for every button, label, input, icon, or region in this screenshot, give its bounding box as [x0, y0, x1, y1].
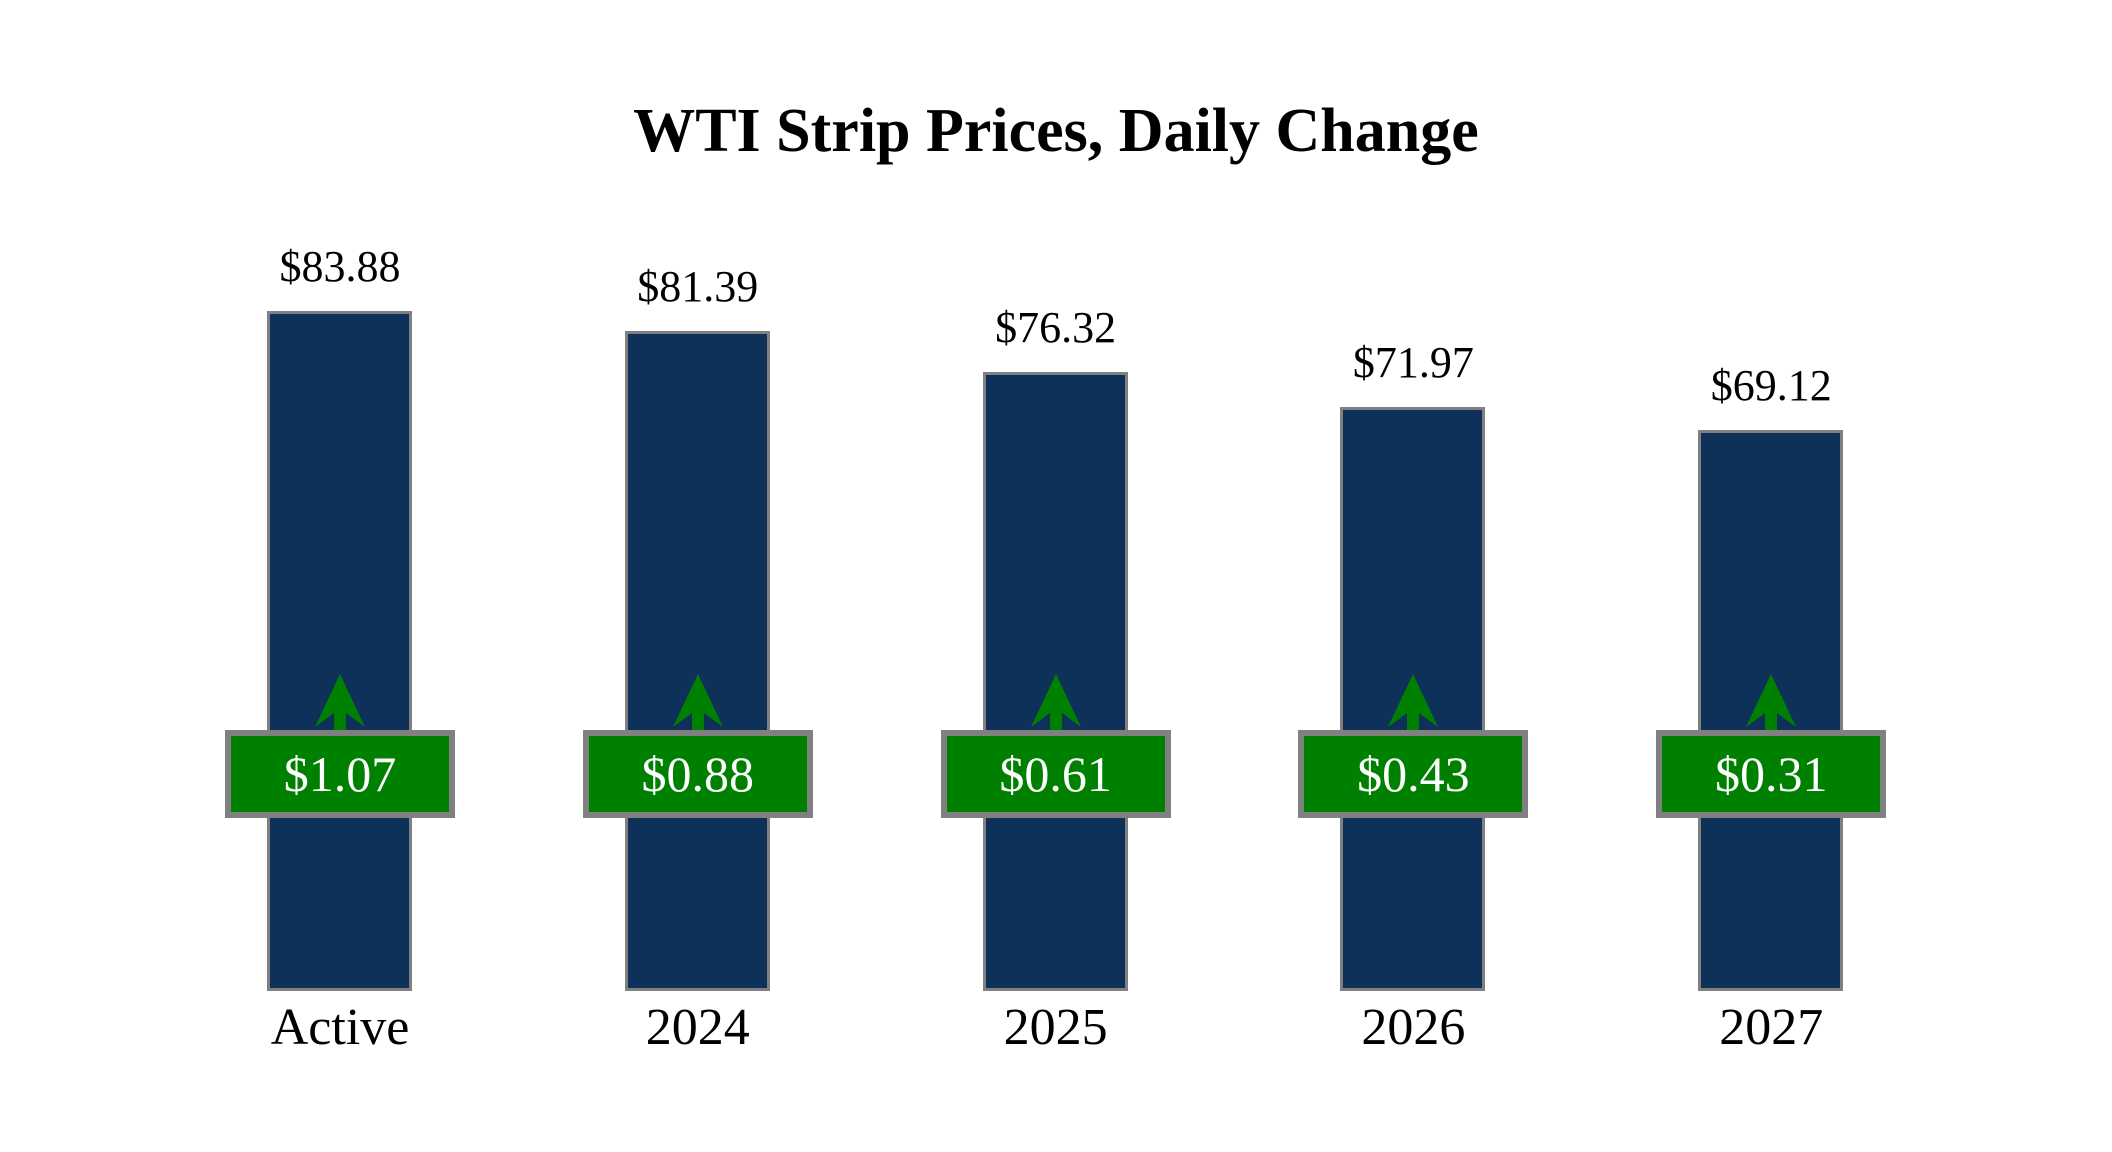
- price-label: $69.12: [1710, 361, 1832, 410]
- chart-title: WTI Strip Prices, Daily Change: [633, 97, 1479, 165]
- daily-change-label: $1.07: [283, 746, 397, 802]
- bar-group-2024: $81.39 $0.88 2024: [578, 0, 818, 1152]
- daily-change-badge: $0.31: [1656, 730, 1887, 818]
- category-label: 2025: [1003, 999, 1108, 1056]
- price-bar: [624, 331, 770, 991]
- category-label: Active: [270, 999, 410, 1056]
- category-label: 2024: [645, 999, 750, 1056]
- category-label: 2026: [1361, 999, 1466, 1056]
- price-label: $81.39: [637, 262, 759, 311]
- up-arrow-icon: [1388, 674, 1439, 730]
- daily-change-label: $0.31: [1714, 746, 1828, 802]
- up-arrow-icon: [1030, 674, 1081, 730]
- daily-change-badge: $0.88: [582, 730, 813, 818]
- price-label: $83.88: [279, 242, 401, 291]
- daily-change-badge: $0.43: [1298, 730, 1529, 818]
- category-label: 2027: [1719, 999, 1824, 1056]
- daily-change-label: $0.61: [999, 746, 1112, 802]
- price-label: $76.32: [995, 303, 1117, 352]
- bar-group-2026: $71.97 $0.43 2026: [1293, 0, 1533, 1152]
- bar-group-2025: $76.32 $0.61 2025: [936, 0, 1176, 1152]
- up-arrow-icon: [315, 674, 365, 730]
- daily-change-label: $0.43: [1357, 746, 1470, 802]
- daily-change-label: $0.88: [641, 746, 755, 802]
- up-arrow-icon: [672, 674, 723, 730]
- bar-group-active: $83.88 $1.07 Active: [220, 0, 460, 1152]
- bar-group-2027: $69.12 $0.31 2027: [1651, 0, 1891, 1152]
- daily-change-badge: $0.61: [940, 730, 1171, 818]
- daily-change-badge: $1.07: [225, 730, 455, 818]
- price-bar: [267, 311, 412, 991]
- price-label: $71.97: [1352, 338, 1474, 387]
- up-arrow-icon: [1746, 674, 1797, 730]
